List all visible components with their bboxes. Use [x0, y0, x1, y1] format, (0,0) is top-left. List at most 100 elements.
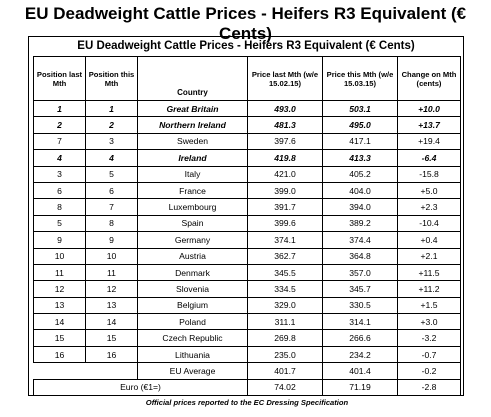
cell-price-last: 419.8: [247, 149, 323, 167]
cell-position-this: 15: [85, 329, 138, 347]
header-price-last: Price last Mth (w/e 15.02.15): [247, 56, 323, 101]
cell-position-last: 16: [33, 345, 86, 364]
eu-average-price-this: 401.4: [322, 362, 398, 380]
cell-price-this: 413.3: [322, 149, 398, 167]
eu-average-label: EU Average: [137, 362, 248, 380]
table-row: 10 10 Austria 362.7 364.8 +2.1: [33, 247, 461, 265]
euro-label: Euro (€1=): [33, 378, 248, 397]
cell-country-name: Austria: [137, 247, 248, 265]
cell-position-last: 4: [33, 149, 86, 167]
cell-position-last: 12: [33, 280, 86, 298]
cell-price-last: 421.0: [247, 165, 323, 183]
cell-country-name: Northern Ireland: [137, 116, 248, 134]
cell-position-this: 11: [85, 263, 138, 282]
cell-change: -15.8: [397, 165, 461, 183]
cell-price-this: 405.2: [322, 165, 398, 183]
cell-position-this: 4: [85, 149, 138, 167]
euro-change: -2.8: [397, 378, 461, 397]
cell-change: +1.5: [397, 296, 461, 315]
header-position-last: Position last Mth: [33, 56, 86, 101]
cell-country-name: Germany: [137, 231, 248, 249]
cell-price-this: 330.5: [322, 296, 398, 315]
cell-country-name: Lithuania: [137, 345, 248, 364]
header-position-this: Position this Mth: [85, 56, 138, 101]
cell-change: -3.2: [397, 329, 461, 347]
euro-row: Euro (€1=) 74.02 71.19 -2.8: [33, 378, 461, 397]
cell-position-this: 13: [85, 296, 138, 315]
cell-price-this: 495.0: [322, 116, 398, 134]
cell-country-name: Belgium: [137, 296, 248, 315]
cell-change: +11.5: [397, 263, 461, 282]
cell-change: -0.7: [397, 345, 461, 364]
eu-average-row: EU Average 401.7 401.4 -0.2: [34, 362, 461, 380]
cell-position-last: 9: [33, 231, 86, 249]
cell-position-this: 1: [85, 99, 138, 118]
cell-country-name: Denmark: [137, 263, 248, 282]
cell-position-this: 8: [85, 214, 138, 233]
cell-price-this: 394.0: [322, 198, 398, 216]
cell-country-name: Poland: [137, 313, 248, 331]
cell-change: +2.1: [397, 247, 461, 265]
eu-average-blank: [86, 363, 138, 379]
table-row: 3 5 Italy 421.0 405.2 -15.8: [33, 165, 461, 183]
cell-position-this: 16: [85, 345, 138, 364]
eu-average-blank: [34, 363, 86, 379]
cell-position-this: 9: [85, 231, 138, 249]
cell-position-last: 10: [33, 247, 86, 265]
cell-country-name: Italy: [137, 165, 248, 183]
cell-price-last: 374.1: [247, 231, 323, 249]
cell-price-last: 399.6: [247, 214, 323, 233]
page-title: EU Deadweight Cattle Prices - Heifers R3…: [24, 4, 467, 43]
cell-position-this: 2: [85, 116, 138, 134]
cell-change: +10.0: [397, 99, 461, 118]
table-row: 8 7 Luxembourg 391.7 394.0 +2.3: [33, 198, 461, 216]
cell-price-this: 404.0: [322, 181, 398, 200]
cell-country-name: Slovenia: [137, 280, 248, 298]
footnote: Official prices reported to the EC Dress…: [145, 398, 349, 408]
table-header-row: Position last Mth Position this Mth Coun…: [33, 56, 461, 101]
cell-position-this: 6: [85, 181, 138, 200]
cell-position-this: 14: [85, 313, 138, 331]
cell-position-last: 7: [33, 132, 86, 151]
table-row: 6 6 France 399.0 404.0 +5.0: [33, 181, 461, 200]
table-row: 9 9 Germany 374.1 374.4 +0.4: [33, 231, 461, 249]
cell-country-name: Ireland: [137, 149, 248, 167]
cell-change: -6.4: [397, 149, 461, 167]
cell-price-this: 357.0: [322, 263, 398, 282]
cell-price-this: 417.1: [322, 132, 398, 151]
cell-price-last: 345.5: [247, 263, 323, 282]
cell-price-last: 391.7: [247, 198, 323, 216]
cell-price-this: 364.8: [322, 247, 398, 265]
cell-change: +11.2: [397, 280, 461, 298]
euro-price-this: 71.19: [322, 378, 398, 397]
cell-price-last: 311.1: [247, 313, 323, 331]
cell-price-last: 329.0: [247, 296, 323, 315]
cell-position-last: 1: [33, 99, 86, 118]
eu-average-change: -0.2: [397, 362, 461, 380]
table-row: 4 4 Ireland 419.8 413.3 -6.4: [33, 149, 461, 167]
price-table-frame: EU Deadweight Cattle Prices - Heifers R3…: [28, 36, 464, 407]
cell-change: +2.3: [397, 198, 461, 216]
table-row: 14 14 Poland 311.1 314.1 +3.0: [33, 313, 461, 331]
cell-country-name: Spain: [137, 214, 248, 233]
cell-price-last: 493.0: [247, 99, 323, 118]
table-row: 15 15 Czech Republic 269.8 266.6 -3.2: [33, 329, 461, 347]
cell-price-last: 399.0: [247, 181, 323, 200]
cell-country-name: Sweden: [137, 132, 248, 151]
cell-price-this: 234.2: [322, 345, 398, 364]
cell-position-last: 15: [33, 329, 86, 347]
cell-position-this: 7: [85, 198, 138, 216]
cell-country-name: France: [137, 181, 248, 200]
cell-price-last: 269.8: [247, 329, 323, 347]
table-row: 5 8 Spain 399.6 389.2 -10.4: [33, 214, 461, 233]
cell-price-this: 503.1: [322, 99, 398, 118]
cell-change: +3.0: [397, 313, 461, 331]
cell-position-this: 10: [85, 247, 138, 265]
table-row: 1 1 Great Britain 493.0 503.1 +10.0: [33, 99, 461, 118]
header-country: Country: [137, 56, 248, 101]
cell-price-this: 266.6: [322, 329, 398, 347]
table-row: 12 12 Slovenia 334.5 345.7 +11.2: [33, 280, 461, 298]
cell-country-name: Czech Republic: [137, 329, 248, 347]
cell-position-this: 12: [85, 280, 138, 298]
cell-country-name: Luxembourg: [137, 198, 248, 216]
